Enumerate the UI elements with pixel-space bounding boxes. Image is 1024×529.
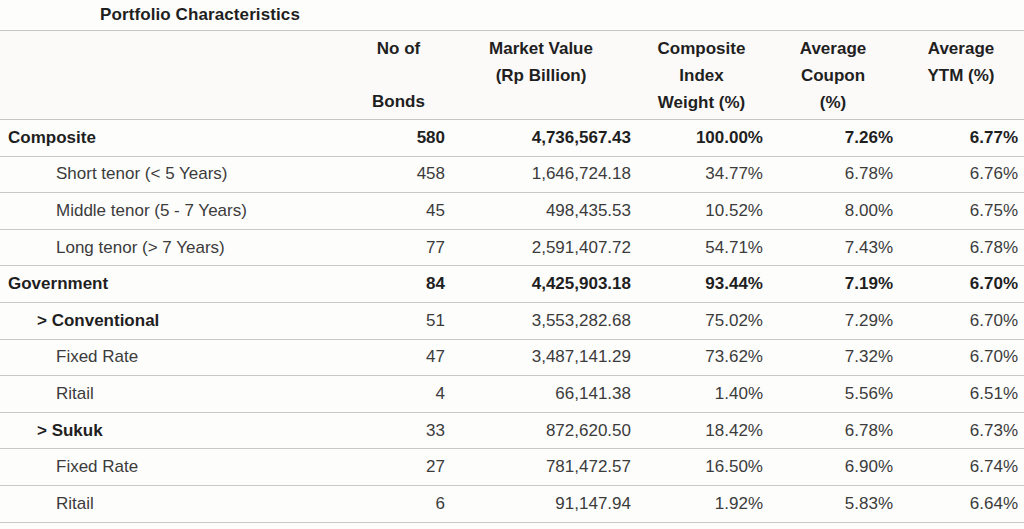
cell-market: 3,487,141.29 — [447, 347, 635, 367]
cell-ytm: 6.70% — [898, 274, 1024, 294]
cell-coupon: 7.26% — [768, 128, 898, 148]
portfolio-characteristics-table: Portfolio Characteristics No of Bonds Mark… — [0, 0, 1024, 529]
cell-bonds: 77 — [350, 238, 447, 258]
header-line: Weight (%) — [658, 89, 746, 116]
cell-market: 91,147.94 — [447, 494, 635, 514]
column-header-bonds: No of Bonds — [350, 31, 447, 119]
table-row: > Conventional513,553,282.6875.02%7.29%6… — [0, 303, 1024, 340]
row-label: Fixed Rate — [0, 457, 350, 477]
cell-bonds: 27 — [350, 457, 447, 477]
cell-coupon: 7.32% — [768, 347, 898, 367]
cell-market: 4,425,903.18 — [447, 274, 635, 294]
cell-ytm: 6.73% — [898, 421, 1024, 441]
table-row: Ritail466,141.381.40%5.56%6.51% — [0, 376, 1024, 413]
row-label: Long tenor (> 7 Years) — [0, 238, 350, 258]
cell-ytm: 6.64% — [898, 494, 1024, 514]
cell-coupon: 7.43% — [768, 238, 898, 258]
cell-bonds: 84 — [350, 274, 447, 294]
cell-bonds: 51 — [350, 311, 447, 331]
cell-weight: 75.02% — [635, 311, 768, 331]
cell-ytm: 6.76% — [898, 164, 1024, 184]
table-row: Government844,425,903.1893.44%7.19%6.70% — [0, 266, 1024, 303]
cell-market: 872,620.50 — [447, 421, 635, 441]
table-row: > Sukuk33872,620.5018.42%6.78%6.73% — [0, 413, 1024, 450]
table-row: Fixed Rate27781,472.5716.50%6.90%6.74% — [0, 449, 1024, 486]
cell-ytm: 6.77% — [898, 128, 1024, 148]
cell-bonds: 4 — [350, 384, 447, 404]
cell-market: 4,736,567.43 — [447, 128, 635, 148]
cell-ytm: 6.70% — [898, 347, 1024, 367]
cell-ytm: 6.51% — [898, 384, 1024, 404]
cell-ytm: 6.70% — [898, 311, 1024, 331]
cell-weight: 93.44% — [635, 274, 768, 294]
cell-weight: 1.92% — [635, 494, 768, 514]
table-row: Long tenor (> 7 Years)772,591,407.7254.7… — [0, 230, 1024, 267]
cell-ytm: 6.74% — [898, 457, 1024, 477]
cell-coupon: 6.78% — [768, 421, 898, 441]
table-body: Composite5804,736,567.43100.00%7.26%6.77… — [0, 120, 1024, 523]
cell-weight: 10.52% — [635, 201, 768, 221]
table-row: Composite5804,736,567.43100.00%7.26%6.77… — [0, 120, 1024, 157]
cell-weight: 73.62% — [635, 347, 768, 367]
header-line: Index — [679, 62, 723, 89]
row-label: Short tenor (< 5 Years) — [0, 164, 350, 184]
cell-coupon: 8.00% — [768, 201, 898, 221]
header-line: Composite — [658, 35, 746, 62]
header-line: Average — [928, 35, 994, 62]
header-line: Coupon — [801, 62, 865, 89]
header-line: YTM (%) — [927, 62, 994, 89]
row-label: Middle tenor (5 - 7 Years) — [0, 201, 350, 221]
cell-weight: 18.42% — [635, 421, 768, 441]
row-label: > Sukuk — [0, 421, 350, 441]
row-label: Fixed Rate — [0, 347, 350, 367]
table-row: Middle tenor (5 - 7 Years)45498,435.5310… — [0, 193, 1024, 230]
header-line: (%) — [820, 89, 846, 116]
cell-bonds: 6 — [350, 494, 447, 514]
cell-weight: 1.40% — [635, 384, 768, 404]
table-row: Ritail691,147.941.92%5.83%6.64% — [0, 486, 1024, 523]
table-title: Portfolio Characteristics — [0, 0, 1024, 30]
table-row: Fixed Rate473,487,141.2973.62%7.32%6.70% — [0, 340, 1024, 377]
cell-weight: 34.77% — [635, 164, 768, 184]
cell-coupon: 6.90% — [768, 457, 898, 477]
cell-coupon: 6.78% — [768, 164, 898, 184]
cell-weight: 54.71% — [635, 238, 768, 258]
header-line: Average — [800, 35, 866, 62]
cell-coupon: 5.56% — [768, 384, 898, 404]
cell-bonds: 45 — [350, 201, 447, 221]
cell-bonds: 580 — [350, 128, 447, 148]
table-header-row: No ofBondsMarket Value(Rp Billion)Compos… — [0, 30, 1024, 120]
row-label: Ritail — [0, 384, 350, 404]
column-header-label — [0, 31, 350, 119]
cell-market: 2,591,407.72 — [447, 238, 635, 258]
header-line: (Rp Billion) — [496, 62, 587, 89]
column-header-weight: CompositeIndexWeight (%) — [635, 31, 768, 119]
cell-weight: 100.00% — [635, 128, 768, 148]
table-row: Short tenor (< 5 Years)4581,646,724.1834… — [0, 157, 1024, 194]
cell-ytm: 6.75% — [898, 201, 1024, 221]
column-header-market: Market Value(Rp Billion) — [447, 31, 635, 119]
column-header-coupon: AverageCoupon(%) — [768, 31, 898, 119]
cell-bonds: 47 — [350, 347, 447, 367]
row-label: Ritail — [0, 494, 350, 514]
column-header-ytm: AverageYTM (%) — [898, 31, 1024, 119]
cell-bonds: 33 — [350, 421, 447, 441]
cell-coupon: 7.29% — [768, 311, 898, 331]
cell-market: 781,472.57 — [447, 457, 635, 477]
cell-ytm: 6.78% — [898, 238, 1024, 258]
cell-market: 498,435.53 — [447, 201, 635, 221]
row-label: > Conventional — [0, 311, 350, 331]
row-label: Government — [0, 274, 350, 294]
header-line: Bonds — [372, 88, 425, 115]
header-line: Market Value — [489, 35, 593, 62]
row-label: Composite — [0, 128, 350, 148]
header-line: No of — [377, 35, 420, 62]
cell-market: 3,553,282.68 — [447, 311, 635, 331]
cell-weight: 16.50% — [635, 457, 768, 477]
cell-coupon: 7.19% — [768, 274, 898, 294]
cell-coupon: 5.83% — [768, 494, 898, 514]
cell-bonds: 458 — [350, 164, 447, 184]
cell-market: 66,141.38 — [447, 384, 635, 404]
cell-market: 1,646,724.18 — [447, 164, 635, 184]
